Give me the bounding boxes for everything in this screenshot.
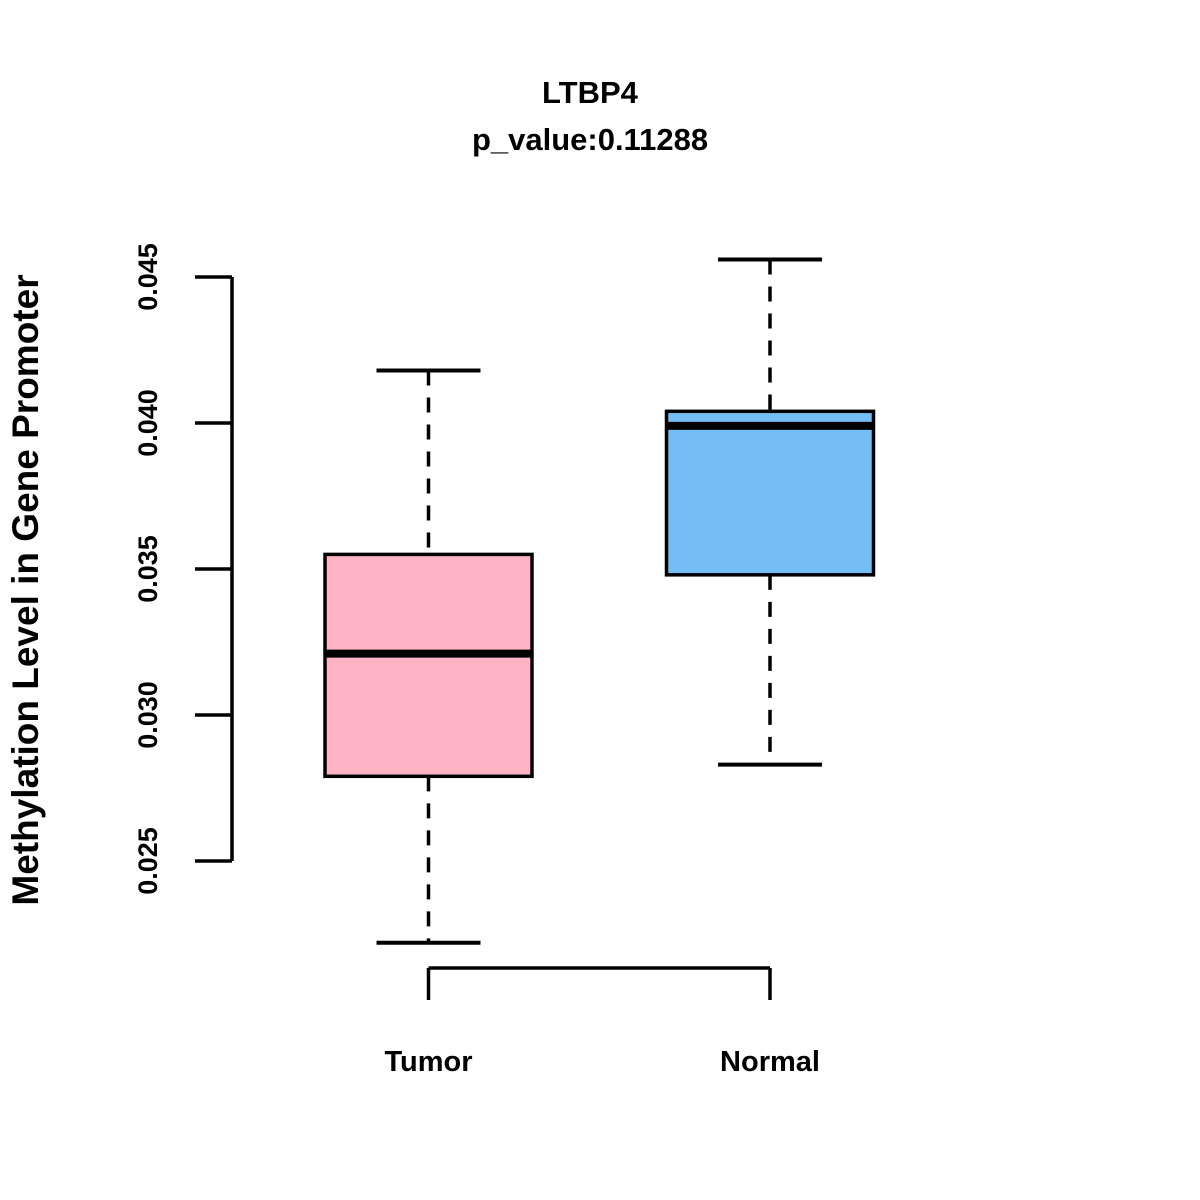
chart-layer: 0.025 0.030 0.035 0.040 0.045 Tumor Normal bbox=[133, 243, 876, 1078]
y-tick-label: 0.025 bbox=[133, 827, 163, 895]
y-axis-label: Methylation Level in Gene Promoter bbox=[5, 274, 46, 905]
box-tumor bbox=[323, 552, 534, 779]
y-tick-label: 0.030 bbox=[133, 681, 163, 749]
y-tick-label: 0.035 bbox=[133, 535, 163, 603]
x-category-label-tumor: Tumor bbox=[384, 1046, 472, 1078]
box-normal bbox=[664, 409, 876, 577]
chart-subtitle: p_value:0.11288 bbox=[472, 122, 708, 157]
x-category-label-normal: Normal bbox=[720, 1046, 820, 1078]
y-tick-label: 0.040 bbox=[133, 389, 163, 457]
y-tick-label: 0.045 bbox=[133, 243, 163, 311]
chart-title: LTBP4 bbox=[542, 75, 639, 110]
